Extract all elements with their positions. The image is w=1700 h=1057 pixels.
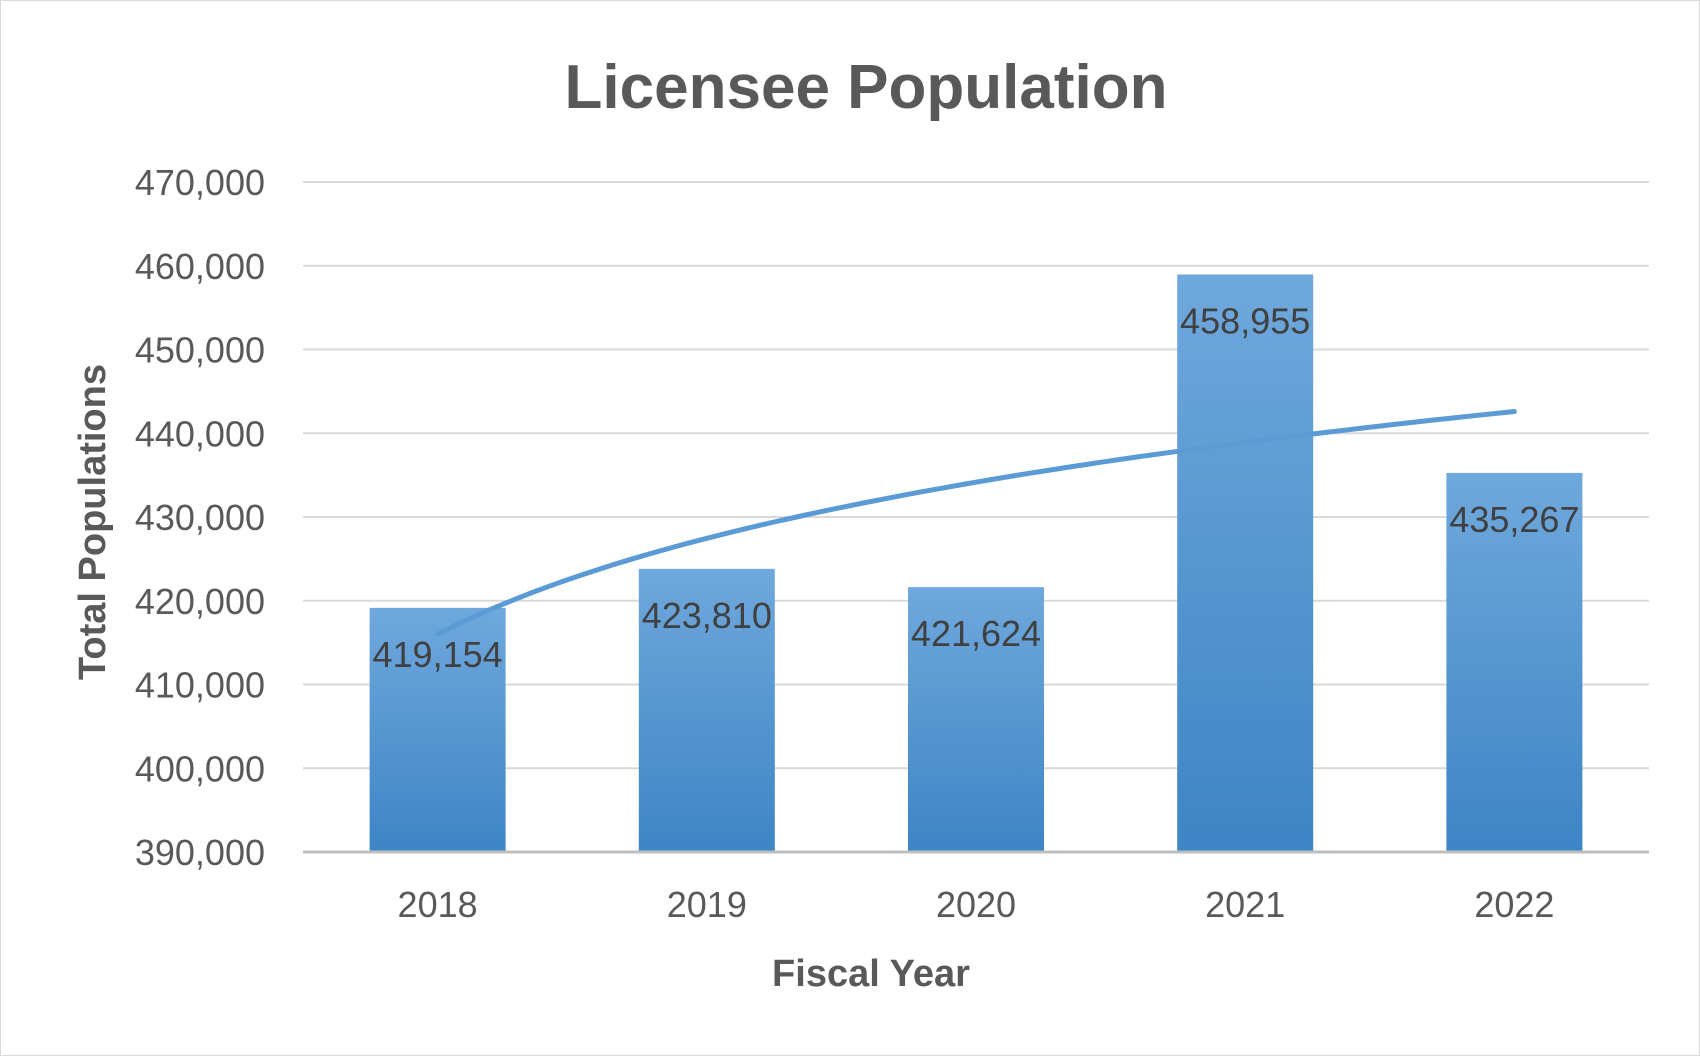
x-tick-label: 2022 <box>1474 884 1554 925</box>
axes: 390,000 400,000 410,000 420,000 430,000 440,0… <box>135 162 1649 925</box>
x-axis-title: Fiscal Year <box>772 953 970 995</box>
y-tick-label: 400,000 <box>135 748 265 789</box>
bar-2021 <box>1177 274 1314 853</box>
x-tick-label: 2020 <box>936 884 1016 925</box>
y-tick-label: 430,000 <box>135 497 265 538</box>
bar-2022 <box>1446 472 1583 852</box>
bar-2020 <box>908 587 1044 852</box>
y-tick-label: 420,000 <box>135 581 265 622</box>
y-tick-label: 450,000 <box>135 330 265 371</box>
y-tick-label: 460,000 <box>135 246 265 287</box>
y-tick-label: 440,000 <box>135 413 265 454</box>
data-label: 423,810 <box>642 595 772 636</box>
bar-2019 <box>638 568 775 852</box>
x-tick-label: 2018 <box>398 884 478 925</box>
data-label: 421,624 <box>911 613 1041 654</box>
data-label: 419,154 <box>373 634 503 675</box>
y-axis-title: Total Populations <box>72 364 114 680</box>
bars <box>369 274 1583 853</box>
data-labels: 419,154 423,810 421,624 458,955 435,267 <box>373 301 1580 675</box>
data-label: 435,267 <box>1449 499 1579 540</box>
y-tick-label: 390,000 <box>135 832 265 873</box>
data-label: 458,955 <box>1180 301 1310 342</box>
y-tick-label: 410,000 <box>135 665 265 706</box>
y-tick-label: 470,000 <box>135 162 265 203</box>
bar-2018 <box>369 607 506 852</box>
trendline <box>435 409 1517 637</box>
chart-title: Licensee Population <box>565 53 1168 122</box>
trendline-layer <box>435 409 1517 637</box>
x-tick-label: 2021 <box>1205 884 1285 925</box>
x-tick-label: 2019 <box>667 884 747 925</box>
